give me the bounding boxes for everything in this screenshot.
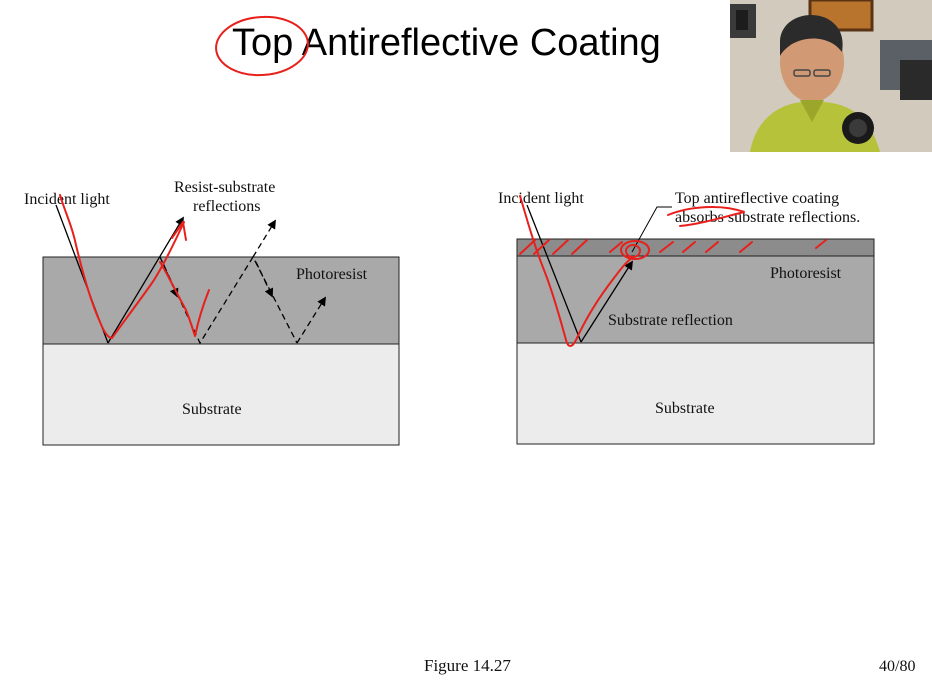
left-internal-arrow [162,262,179,298]
right-substrate-label: Substrate [655,400,715,417]
right-handwritten-annotations [519,195,827,347]
left-reflected-ray [107,216,184,344]
left-substrate-label: Substrate [182,401,242,418]
right-diagram: Incident light Top antireflective coatin… [498,190,875,445]
right-coating-label-line2: absorbs substrate reflections. [675,209,860,226]
right-incident-label: Incident light [498,190,584,207]
page-number: 40/80 [879,658,916,675]
left-photoresist-label: Photoresist [296,266,368,283]
title-handwritten-circle [215,15,309,77]
left-resist-reflection-path [159,255,298,345]
left-escape-ray-1 [252,219,276,258]
right-substrate-layer [516,342,875,445]
left-diagram: Incident light Resist-substrate reflecti… [24,179,400,446]
right-photoresist-layer [516,255,875,344]
right-substrate-reflection-ray [580,260,633,343]
right-reflection-label: Substrate reflection [608,312,733,329]
right-photoresist-label: Photoresist [770,265,842,282]
figure-caption: Figure 14.27 [424,656,511,675]
right-coating-leader-line [631,206,672,253]
presenter-webcam [730,0,932,152]
left-incident-label: Incident light [24,191,110,208]
left-internal-arrow-2 [255,261,274,298]
left-substrate-layer [42,343,400,446]
left-escape-ray-2 [296,296,326,344]
left-reflections-label-line2: reflections [193,198,261,215]
left-handwritten-annotations [59,194,210,339]
right-coating-label-line1: Top antireflective coating [675,190,839,207]
right-incident-ray [526,204,582,343]
left-reflections-label-line1: Resist-substrate [174,179,275,196]
